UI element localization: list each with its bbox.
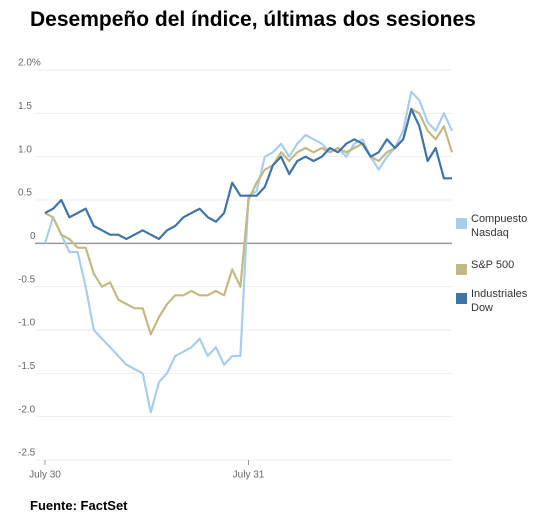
legend-item: S&P 500 <box>456 258 537 275</box>
legend-label: S&P 500 <box>471 259 515 271</box>
legend-item: Industriales Dow <box>456 287 537 315</box>
line-series <box>43 90 453 414</box>
y-tick-label: 0.5 <box>18 188 32 199</box>
x-tick-label: July 30 <box>29 470 61 481</box>
legend-swatch <box>456 293 467 304</box>
legend-swatch <box>456 264 467 275</box>
line-series <box>44 107 454 336</box>
legend-item: Compuesto Nasdaq <box>456 212 537 240</box>
legend-label: Compuesto Nasdaq <box>471 213 528 239</box>
y-tick-label: -0.5 <box>18 274 36 285</box>
y-tick-label: -1.0 <box>18 318 36 329</box>
y-tick-label: 2.0% <box>18 58 41 69</box>
x-tick-label: July 31 <box>233 470 265 481</box>
y-tick-label: 1.0 <box>18 144 32 155</box>
chart-title: Desempeño del índice, últimas dos sesion… <box>30 8 476 31</box>
y-tick-label: 0 <box>30 231 36 242</box>
legend-label: Industriales Dow <box>471 288 528 314</box>
y-tick-label: -1.5 <box>18 361 36 372</box>
legend-swatch <box>456 218 467 229</box>
source: Fuente: FactSet <box>30 498 128 513</box>
y-tick-label: 1.5 <box>18 101 32 112</box>
y-tick-label: -2.0 <box>18 404 36 415</box>
line-series <box>44 107 452 241</box>
y-tick-label: -2.5 <box>18 448 36 459</box>
